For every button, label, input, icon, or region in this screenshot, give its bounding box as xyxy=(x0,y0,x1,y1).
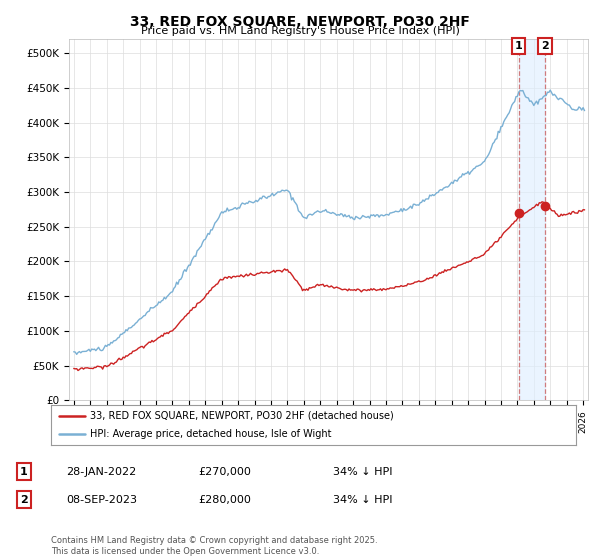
Text: 1: 1 xyxy=(515,41,523,51)
Text: Price paid vs. HM Land Registry's House Price Index (HPI): Price paid vs. HM Land Registry's House … xyxy=(140,26,460,36)
Text: £280,000: £280,000 xyxy=(198,494,251,505)
Bar xyxy=(518,39,545,400)
Text: 08-SEP-2023: 08-SEP-2023 xyxy=(66,494,137,505)
Text: £270,000: £270,000 xyxy=(198,466,251,477)
Text: Contains HM Land Registry data © Crown copyright and database right 2025.
This d: Contains HM Land Registry data © Crown c… xyxy=(51,536,377,556)
Text: 33, RED FOX SQUARE, NEWPORT, PO30 2HF: 33, RED FOX SQUARE, NEWPORT, PO30 2HF xyxy=(130,15,470,29)
Text: 34% ↓ HPI: 34% ↓ HPI xyxy=(333,466,392,477)
Text: HPI: Average price, detached house, Isle of Wight: HPI: Average price, detached house, Isle… xyxy=(91,430,332,439)
Text: 1: 1 xyxy=(20,466,28,477)
Text: 34% ↓ HPI: 34% ↓ HPI xyxy=(333,494,392,505)
Text: 28-JAN-2022: 28-JAN-2022 xyxy=(66,466,136,477)
Text: 2: 2 xyxy=(20,494,28,505)
Text: 2: 2 xyxy=(541,41,549,51)
Text: 33, RED FOX SQUARE, NEWPORT, PO30 2HF (detached house): 33, RED FOX SQUARE, NEWPORT, PO30 2HF (d… xyxy=(91,411,394,421)
